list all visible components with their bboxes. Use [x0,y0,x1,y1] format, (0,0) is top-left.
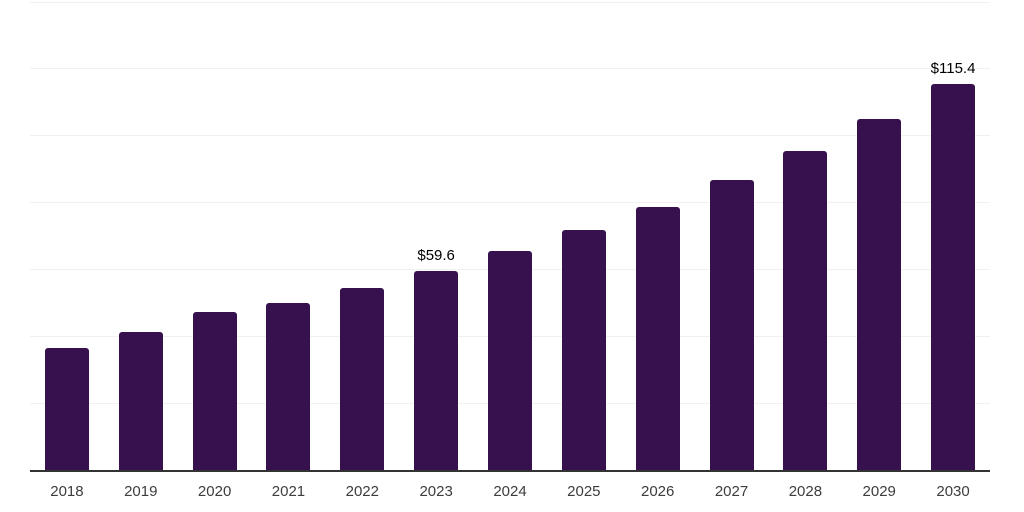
x-tick-label: 2027 [714,483,749,500]
bar [709,179,754,470]
bar [266,302,311,470]
gridline [30,1,990,3]
bar-data-label: $59.6 [417,246,455,264]
x-tick-label: 2030 [936,483,970,500]
bar [118,331,163,470]
bar [561,230,606,470]
bar [857,119,902,470]
x-tick-label: 2020 [197,483,232,500]
bar [44,347,89,470]
x-tick-label: 2022 [345,483,379,500]
x-tick-label: 2028 [788,483,823,500]
bar [931,84,976,470]
bar [340,288,385,470]
gridline [30,68,990,70]
x-tick-label: 2021 [271,483,306,500]
x-axis-line [30,470,990,472]
bar [192,311,237,470]
x-tick-label: 2023 [419,483,453,500]
bar [488,251,532,470]
bar-data-label: $115.4 [930,60,976,78]
x-tick-label: 2024 [493,483,527,500]
x-tick-label: 2029 [862,483,896,500]
gridline [30,202,990,204]
x-tick-label: 2018 [50,483,84,500]
bar [635,206,680,470]
gridline [30,135,990,137]
bar [783,150,828,470]
x-tick-label: 2025 [567,483,601,500]
bar [414,270,459,470]
x-tick-label: 2026 [641,483,675,500]
x-tick-label: 2019 [124,483,158,500]
